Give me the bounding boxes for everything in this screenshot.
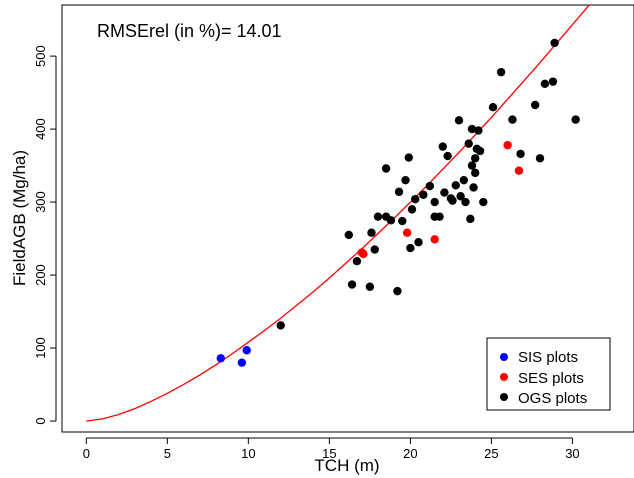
point-sis	[237, 358, 247, 367]
x-tick-label: 15	[322, 446, 336, 461]
point-ogs	[508, 115, 517, 124]
point-ogs	[469, 183, 478, 192]
point-ses	[503, 140, 512, 150]
point-ogs	[414, 238, 423, 247]
point-ogs	[516, 149, 525, 159]
point-ogs	[475, 146, 485, 156]
point-ogs	[535, 154, 545, 163]
point-ogs	[456, 192, 465, 201]
x-tick-label: 10	[241, 446, 255, 461]
x-tick-label: 30	[565, 446, 579, 461]
point-ogs	[454, 116, 464, 125]
point-ogs	[471, 154, 480, 163]
y-axis-title: FieldAGB (Mg/ha)	[10, 150, 29, 286]
legend-marker-sis	[500, 353, 508, 361]
point-ogs	[467, 161, 477, 170]
point-ogs	[451, 181, 460, 190]
point-sis	[242, 346, 251, 355]
point-ogs	[425, 181, 435, 191]
point-ogs	[466, 214, 475, 224]
point-ogs	[393, 286, 402, 296]
point-ogs	[430, 197, 439, 207]
legend: SIS plots SES plots OGS plots	[486, 337, 611, 411]
plot-frame	[61, 4, 634, 433]
point-ogs	[386, 216, 396, 225]
legend-marker-ogs	[500, 393, 508, 401]
point-ogs	[540, 79, 550, 89]
legend-label-ses: SES plots	[518, 370, 584, 387]
legend-label-sis: SIS plots	[518, 349, 578, 366]
point-ogs	[440, 188, 449, 197]
x-tick-label: 0	[83, 446, 90, 461]
point-ogs	[443, 151, 452, 161]
point-ogs	[459, 175, 469, 185]
point-ogs	[467, 124, 477, 134]
point-ogs	[347, 280, 357, 289]
point-ogs	[419, 190, 428, 199]
point-ogs	[530, 100, 540, 110]
point-ogs	[394, 187, 404, 197]
point-ogs	[367, 228, 376, 237]
point-ogs	[435, 212, 444, 221]
point-ogs	[464, 139, 473, 148]
points-layer	[216, 38, 580, 367]
point-sis	[216, 354, 225, 363]
point-ogs	[406, 243, 415, 253]
point-ogs	[461, 197, 470, 207]
y-tick-label: 200	[33, 264, 48, 286]
fit-curve-layer	[86, 5, 591, 422]
fit-curve	[86, 5, 591, 422]
point-ogs	[352, 257, 362, 266]
point-ogs	[401, 175, 410, 185]
x-tick-label: 25	[484, 446, 498, 461]
point-ogs	[571, 115, 580, 124]
point-ogs	[479, 197, 488, 207]
point-ogs	[496, 67, 506, 77]
point-ogs	[276, 321, 285, 330]
x-tick-label: 20	[403, 446, 417, 461]
y-axis: 0 100 200 300 400 500	[33, 45, 57, 425]
point-ses	[359, 249, 368, 259]
point-ogs	[365, 282, 375, 291]
point-ses	[402, 228, 412, 237]
y-tick-label: 0	[33, 417, 48, 424]
point-ses	[514, 166, 524, 175]
point-ogs	[344, 230, 354, 240]
point-ogs	[474, 126, 483, 135]
point-ogs	[411, 194, 420, 204]
x-axis-title: TCH (m)	[314, 456, 379, 475]
rmse-annotation: RMSErel (in %)= 14.01	[97, 21, 282, 41]
y-tick-label: 500	[33, 45, 48, 67]
point-ogs	[488, 102, 498, 112]
point-ogs	[398, 216, 407, 226]
point-ogs	[448, 196, 457, 205]
point-ogs	[550, 38, 559, 48]
y-tick-label: 400	[33, 118, 48, 140]
x-axis: 0 5 10 15 20 25 30	[83, 437, 580, 461]
point-ogs	[373, 212, 383, 221]
point-ogs	[407, 205, 417, 214]
legend-marker-ses	[500, 373, 508, 381]
point-ogs	[370, 245, 379, 254]
y-tick-label: 100	[33, 337, 48, 359]
point-ogs	[381, 164, 391, 173]
x-tick-label: 5	[164, 446, 171, 461]
point-ses	[430, 235, 439, 244]
point-ogs	[471, 168, 480, 178]
point-ogs	[404, 153, 413, 162]
point-ogs	[438, 142, 447, 151]
legend-label-ogs: OGS plots	[518, 390, 587, 407]
y-tick-label: 300	[33, 191, 48, 213]
point-ogs	[548, 77, 558, 86]
